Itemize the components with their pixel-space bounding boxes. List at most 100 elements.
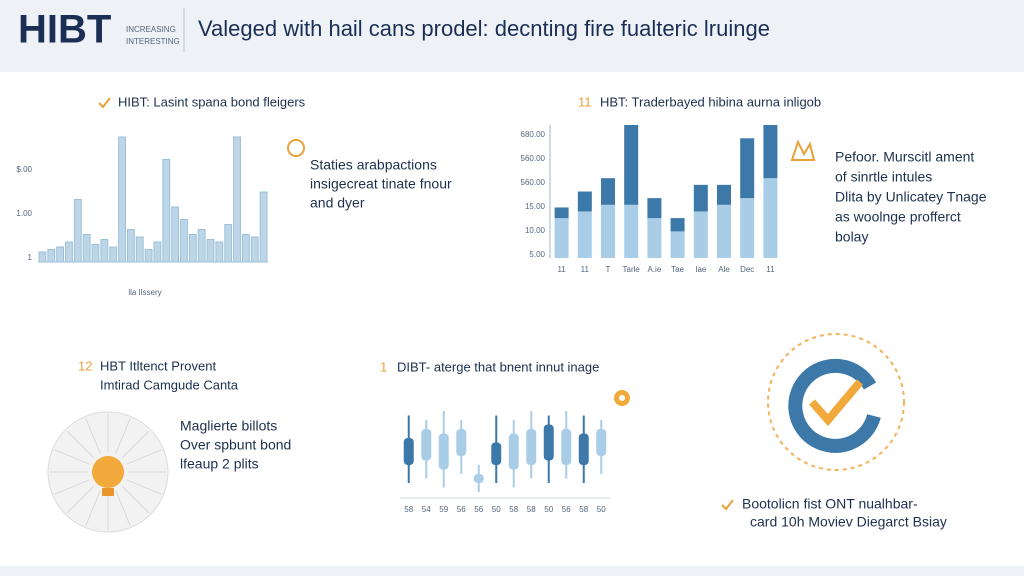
candle-body: [438, 433, 449, 470]
wheel-ray: [85, 418, 101, 454]
x-tick-label: 11: [581, 265, 590, 274]
check-mark: [809, 379, 864, 427]
bar: [56, 246, 65, 263]
x-tick-label: T: [606, 265, 611, 274]
y-tick-label: 560.00: [521, 154, 546, 163]
bar-segment: [670, 231, 685, 258]
wheel-ray: [66, 430, 95, 459]
bar-segment: [740, 138, 755, 199]
bar-segment: [577, 191, 592, 212]
y-tick-label: 5.00: [529, 250, 545, 259]
x-tick-label: 54: [422, 505, 431, 514]
bar: [259, 191, 268, 263]
panel-text: Over spbunt bond: [180, 437, 291, 453]
bar: [38, 251, 47, 263]
bar-segment: [740, 198, 755, 258]
x-tick-label: 58: [509, 505, 518, 514]
wheel-ray: [85, 490, 101, 526]
panel-text: as woolnge profferct: [835, 209, 961, 225]
candle-body: [596, 429, 607, 456]
badge: 12: [78, 358, 92, 373]
panel-text: and dyer: [310, 195, 365, 211]
bar: [135, 236, 144, 263]
bulb: [92, 456, 124, 488]
bar: [171, 206, 180, 263]
wheel-ray: [121, 430, 150, 459]
wheel-ray: [121, 485, 150, 514]
wheel-ray: [66, 485, 95, 514]
panel-heading: DIBT- aterge that bnent innut inage: [397, 359, 599, 374]
bar: [197, 229, 206, 263]
candle-body: [526, 429, 537, 465]
bar: [118, 136, 126, 263]
bar: [109, 246, 118, 263]
icon: [287, 139, 305, 157]
wheel-ray: [126, 449, 162, 465]
x-tick-label: A.ie: [648, 265, 662, 274]
bar-segment: [554, 207, 569, 219]
bar: [180, 219, 188, 263]
bar: [100, 239, 109, 263]
bar: [233, 136, 241, 263]
ring: [788, 358, 881, 453]
bar-segment: [624, 125, 639, 205]
bar: [250, 236, 259, 263]
bar: [188, 234, 197, 263]
panel-text: of sinrtle intules: [835, 169, 932, 185]
bar: [162, 159, 171, 263]
y-tick-label: 680.00: [521, 130, 546, 139]
x-tick-label: Dec: [740, 265, 754, 274]
x-tick-label: 59: [439, 505, 448, 514]
candle-body: [403, 438, 414, 465]
bar-segment: [717, 184, 731, 205]
panel-text: Dlita by Unlicatey Tnage: [835, 189, 987, 205]
bar-segment: [763, 178, 778, 258]
bar-segment: [670, 218, 685, 232]
wheel-ray: [115, 490, 131, 526]
candle-body: [578, 433, 589, 465]
check-icon: [721, 499, 734, 511]
bar: [224, 224, 233, 263]
badge: 11: [578, 94, 592, 109]
panel-heading: HIBT: Lasint spana bond fleigers: [118, 94, 306, 109]
panel-text: Pefoor. Murscitl ament: [835, 149, 974, 165]
x-axis-label: lla Ilssery: [128, 288, 161, 297]
candle-body: [491, 442, 502, 465]
bar-segment: [577, 211, 592, 258]
logo-tagline: INCREASING: [126, 25, 176, 34]
candle-body: [561, 429, 572, 465]
dashed-ring: [767, 333, 905, 471]
panel-heading: HBT Itltenct Provent: [100, 358, 216, 373]
panel-heading: HBT: Traderbayed hibina aurna inligob: [600, 94, 821, 109]
bar: [73, 199, 82, 263]
bar-segment: [554, 218, 569, 258]
x-tick-label: Ale: [718, 265, 730, 274]
x-tick-label: 11: [766, 265, 775, 274]
footer-band: [0, 566, 1024, 576]
badge: 1: [380, 359, 387, 374]
wheel-ray: [126, 479, 162, 495]
x-tick-label: 50: [492, 505, 501, 514]
x-tick-label: Tarle: [623, 265, 641, 274]
icon: [790, 139, 816, 161]
panel-text: Maglierte billots: [180, 418, 277, 434]
panel-text: Staties arabpactions: [310, 157, 437, 173]
bar-segment: [647, 218, 662, 258]
x-tick-label: 58: [579, 505, 588, 514]
wheel-ray: [115, 418, 131, 454]
x-tick-label: 11: [557, 265, 566, 274]
bar: [65, 241, 73, 263]
x-tick-label: 58: [527, 505, 536, 514]
bar-segment: [693, 211, 708, 258]
y-tick-label: 15.00: [525, 202, 546, 211]
bar-segment: [693, 184, 708, 212]
bar: [144, 249, 153, 263]
bar: [153, 241, 162, 263]
panel-heading: Imtirad Camgude Canta: [100, 377, 239, 392]
page-title: Valeged with hail cans prodel: decnting …: [198, 16, 770, 41]
panel-text: bolay: [835, 229, 868, 245]
x-tick-label: Tae: [671, 265, 684, 274]
candle-body: [456, 429, 467, 456]
panel-text: Bootolicn fist ONT nualhbar-: [742, 496, 918, 512]
